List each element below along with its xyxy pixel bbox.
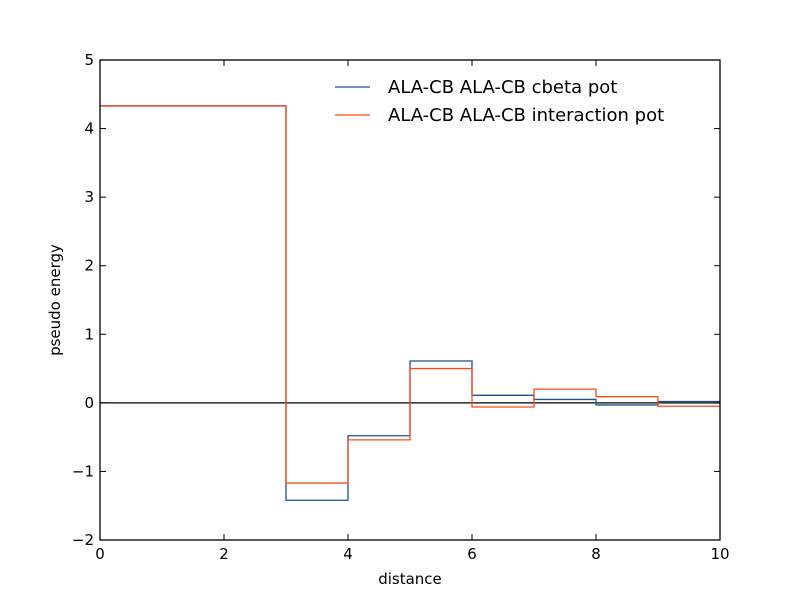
y-tick-label: −1	[72, 462, 94, 480]
legend-label-interaction: ALA-CB ALA-CB interaction pot	[388, 105, 664, 126]
legend: ALA-CB ALA-CB cbeta pot ALA-CB ALA-CB in…	[335, 77, 664, 126]
x-axis-label: distance	[378, 570, 442, 588]
frame-layer	[99, 59, 721, 541]
y-tick-label: −2	[72, 531, 94, 549]
x-tick-label: 4	[343, 545, 353, 563]
y-tick-label: 3	[84, 188, 94, 206]
x-tick-label: 2	[219, 545, 229, 563]
x-tick-label: 8	[591, 545, 601, 563]
x-tick-label: 6	[467, 545, 477, 563]
x-tick-label: 10	[710, 545, 729, 563]
series-layer	[100, 105, 720, 501]
y-tick-label: 5	[84, 51, 94, 69]
y-tick-label: 4	[84, 120, 94, 138]
y-tick-label: 2	[84, 257, 94, 275]
x-tick-label: 0	[95, 545, 105, 563]
series-line-1	[100, 105, 720, 484]
y-tick-label: 0	[84, 394, 94, 412]
ticks-layer: 0 2 4 6 8 10 −2 −1 0 1 2 3 4 5	[72, 51, 730, 563]
y-tick-label: 1	[84, 325, 94, 343]
plot-frame	[99, 59, 721, 541]
y-axis-label: pseudo energy	[46, 244, 64, 356]
series-line-0	[100, 105, 720, 501]
legend-label-cbeta: ALA-CB ALA-CB cbeta pot	[388, 77, 617, 98]
